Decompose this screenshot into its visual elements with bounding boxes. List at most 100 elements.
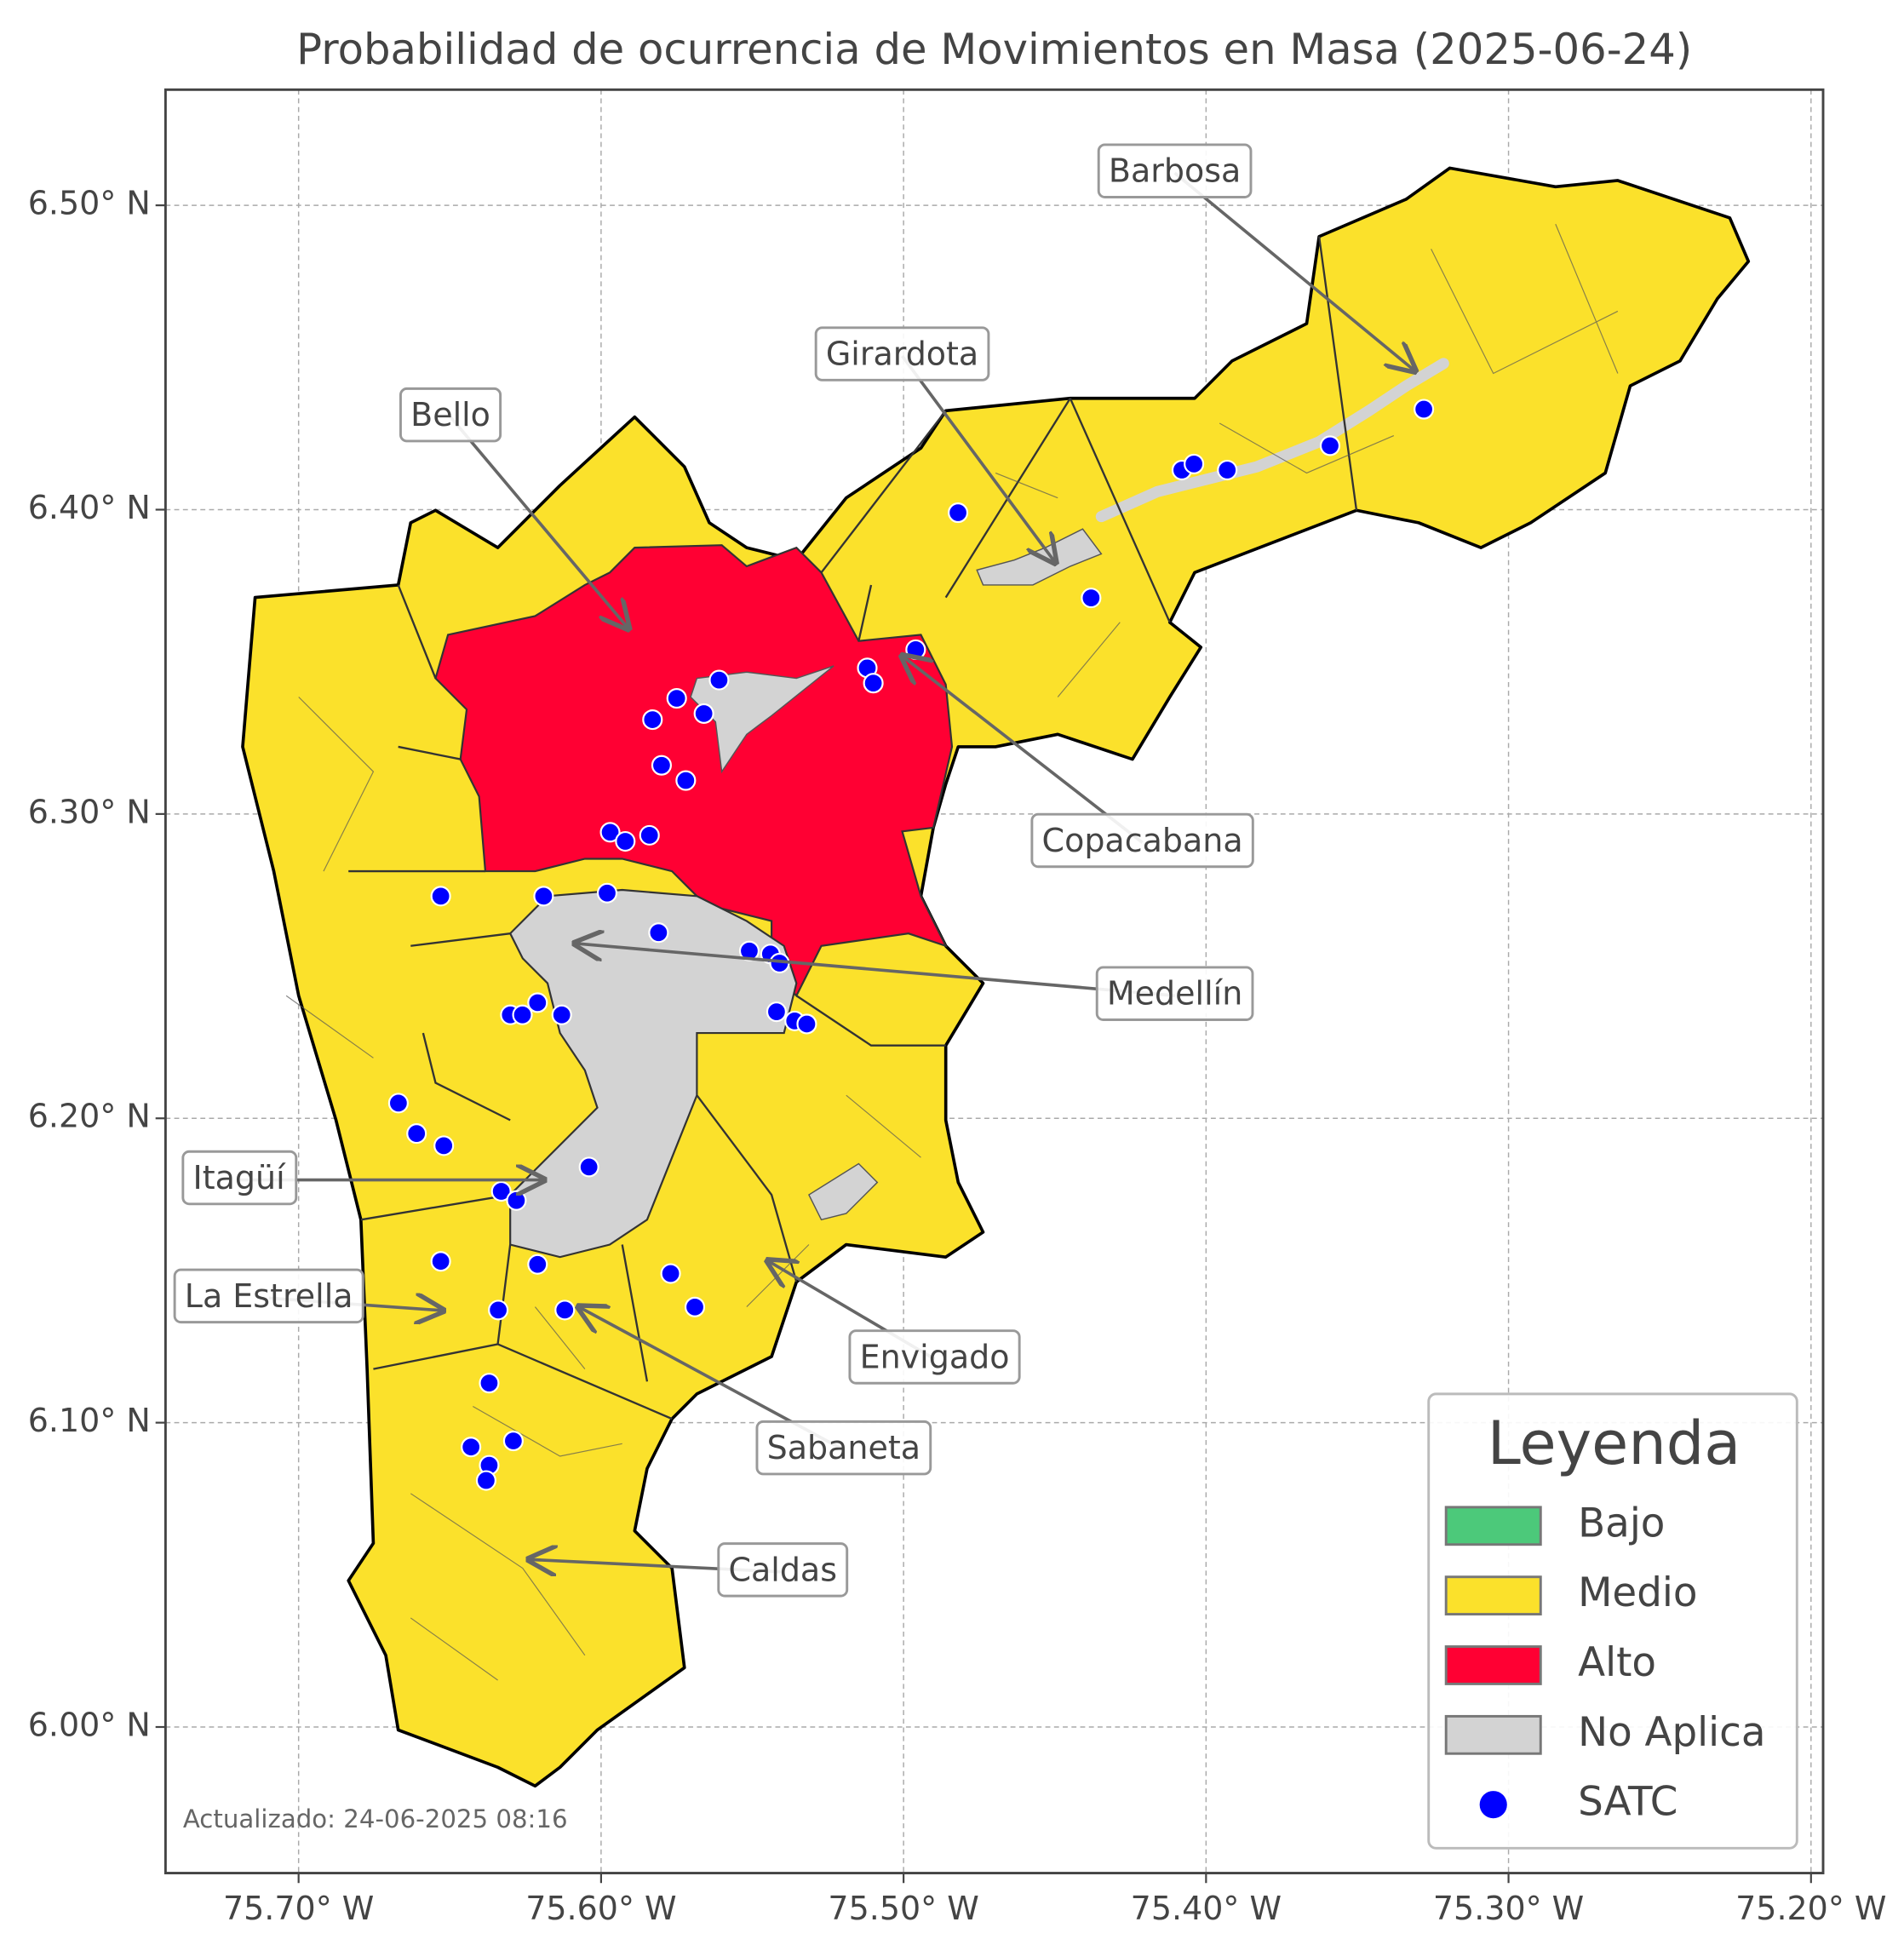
annotation-label: Envigado (860, 1338, 1010, 1375)
annotation-box (1097, 143, 1253, 198)
legend-label: Medio (1578, 1570, 1697, 1616)
legend-swatch (1444, 1506, 1542, 1546)
legend-marker (1479, 1791, 1507, 1819)
update-note: Actualizado: 24-06-2025 08:16 (183, 1804, 568, 1833)
station-point (527, 1254, 548, 1275)
station-point (479, 1373, 500, 1394)
station-point (433, 1135, 455, 1156)
annotation-box (181, 1150, 298, 1206)
station-point (660, 1263, 681, 1284)
annotation-arrow (575, 944, 1175, 998)
station-point (430, 886, 451, 907)
annotation-box (173, 1268, 364, 1324)
station-point (651, 754, 672, 776)
axes: 75.70° W 75.60° W 75.50° W 75.40° W 75.30° W… (28, 185, 1887, 1927)
y-tick-label: 6.00° N (28, 1707, 151, 1744)
station-point (639, 824, 660, 846)
annotation-arrow (449, 416, 628, 628)
x-tick-label: 75.60° W (525, 1890, 676, 1927)
station-point (596, 882, 618, 904)
annotation-label: Bello (410, 396, 490, 433)
annotation-box (755, 1420, 932, 1476)
legend-title: Leyenda (1488, 1409, 1741, 1478)
station-point (684, 1296, 706, 1317)
annotation-box (848, 1329, 1021, 1385)
region-no-aplica (807, 1162, 879, 1221)
legend-label: Bajo (1578, 1500, 1665, 1546)
station-point (551, 1004, 572, 1025)
station-point (461, 1437, 482, 1458)
station-point (1217, 459, 1238, 481)
station-point (502, 1431, 524, 1452)
river-no-aplica (1095, 358, 1449, 523)
annotation-label: Medellín (1107, 975, 1242, 1013)
annotation-box (1030, 812, 1254, 869)
station-point (648, 922, 669, 944)
annotation-box (814, 326, 990, 382)
annotation-arrow (901, 354, 1056, 563)
station-point (430, 1251, 451, 1272)
station-point (1319, 435, 1341, 456)
station-point (512, 1004, 533, 1025)
y-tick-label: 6.30° N (28, 793, 151, 830)
station-point (796, 1013, 817, 1035)
station-point (387, 1093, 409, 1114)
station-point (863, 673, 884, 694)
annotation-box (399, 387, 502, 443)
x-tick-label: 75.70° W (223, 1890, 374, 1927)
station-point (1081, 588, 1102, 609)
y-tick-label: 6.50° N (28, 185, 151, 222)
legend: Leyenda Bajo Medio Alto No Aplica SATC (1427, 1392, 1798, 1850)
station-point (578, 1156, 599, 1178)
annotation-label: Sabaneta (767, 1429, 920, 1466)
x-tick-label: 75.30° W (1433, 1890, 1584, 1927)
legend-label: No Aplica (1578, 1710, 1765, 1756)
legend-swatch (1444, 1645, 1542, 1685)
y-tick-label: 6.20° N (28, 1098, 151, 1135)
legend-label: SATC (1578, 1780, 1677, 1826)
plot-frame (163, 88, 1825, 1875)
station-point (615, 830, 636, 852)
station-point (506, 1190, 527, 1211)
annotation-label: Girardota (826, 336, 978, 373)
annotation-label: Itagüí (193, 1159, 287, 1196)
station-point (948, 502, 969, 524)
station-point (554, 1300, 576, 1321)
station-point (488, 1300, 509, 1321)
station-point (1184, 453, 1205, 474)
station-point (693, 703, 714, 724)
station-point (533, 886, 554, 907)
points (387, 399, 1435, 1491)
chart-title: Probabilidad de ocurrencia de Movimiento… (296, 25, 1692, 74)
y-tick-label: 6.40° N (28, 489, 151, 526)
x-tick-label: 75.50° W (828, 1890, 978, 1927)
legend-swatch (1444, 1714, 1542, 1755)
annotation-label: Caldas (728, 1551, 837, 1588)
annotation-box (717, 1542, 849, 1598)
x-tick-label: 75.40° W (1131, 1890, 1282, 1927)
station-point (527, 992, 548, 1013)
annotation-box (1095, 966, 1254, 1021)
station-point (599, 822, 621, 843)
region-alto (434, 544, 954, 998)
station-point (406, 1123, 427, 1145)
station-point (766, 1001, 787, 1023)
station-point (1414, 399, 1435, 420)
annotations: Barbosa Girardota Bello Copacabana Medellín I… (173, 143, 1415, 1598)
legend-label: Alto (1578, 1640, 1656, 1686)
x-tick-label: 75.20° W (1735, 1890, 1886, 1927)
station-point (490, 1180, 512, 1202)
legend-swatch (1444, 1575, 1542, 1616)
station-point (666, 688, 687, 709)
station-point (642, 709, 663, 731)
annotation-arrow (903, 656, 1144, 844)
station-point (738, 940, 760, 961)
station-point (475, 1470, 496, 1491)
y-tick-label: 6.10° N (28, 1402, 151, 1439)
annotation-label: Copacabana (1042, 822, 1243, 859)
station-point (905, 639, 926, 660)
station-point (675, 770, 697, 791)
regions (241, 166, 1751, 1788)
